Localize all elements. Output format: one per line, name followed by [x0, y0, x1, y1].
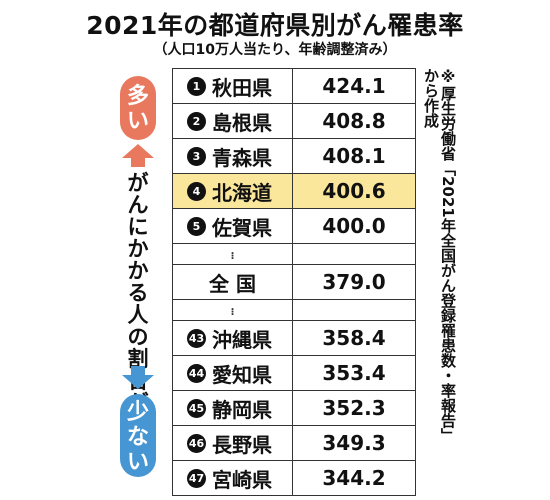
prefecture-cell: 43 沖縄県 — [173, 321, 293, 355]
axis-caption-char: の — [127, 325, 149, 349]
rate-value: 349.3 — [322, 431, 386, 455]
axis-caption-char: 人 — [127, 303, 149, 327]
table-row: 45 静岡県 352.3 — [173, 391, 415, 426]
gap-cell — [293, 244, 415, 264]
table-row: 3 青森県 408.1 — [173, 139, 415, 174]
ranking-table: 1 秋田県 424.1 2 島根県 408.8 3 青森県 408.1 4 北海… — [172, 68, 416, 496]
rate-value: 358.4 — [322, 326, 386, 350]
gap-cell — [293, 300, 415, 320]
prefecture-name: 島根県 — [212, 110, 272, 135]
rate-value: 379.0 — [322, 270, 386, 294]
axis-caption-char: 割 — [127, 347, 149, 371]
low-label-char: 少 — [126, 400, 149, 425]
table-row: 47 宮崎県 344.2 — [173, 461, 415, 496]
prefecture-name: 全 国 — [209, 271, 256, 296]
prefecture-name: 沖縄県 — [212, 327, 272, 352]
rank-badge: 5 — [187, 216, 206, 236]
rank-badge: 2 — [187, 111, 206, 131]
prefecture-name: 長野県 — [212, 432, 272, 457]
page-title: 2021年の都道府県別がん罹患率 — [86, 11, 464, 40]
rank-badge: 4 — [187, 181, 206, 201]
ellipsis-icon: ⁝ — [230, 306, 235, 318]
rate-value: 353.4 — [322, 361, 386, 385]
prefecture-name: 佐賀県 — [212, 215, 272, 240]
table-row: 46 長野県 349.3 — [173, 426, 415, 461]
high-label-char: 多 — [126, 84, 149, 109]
prefecture-name: 北海道 — [212, 180, 272, 205]
rank-badge: 1 — [187, 76, 206, 96]
prefecture-cell: 全 国 — [173, 265, 293, 299]
table-row: 2 島根県 408.8 — [173, 104, 415, 139]
rate-value: 408.1 — [322, 144, 386, 168]
prefecture-name: 宮崎県 — [212, 467, 272, 492]
rank-badge: 47 — [187, 468, 206, 488]
axis-caption-char: る — [127, 281, 149, 305]
prefecture-name: 青森県 — [212, 145, 272, 170]
low-label-char: な — [126, 425, 149, 450]
axis-caption-char: か — [127, 237, 149, 261]
rate-value: 408.8 — [322, 109, 386, 133]
prefecture-cell: 46 長野県 — [173, 426, 293, 460]
prefecture-name: 愛知県 — [212, 362, 272, 387]
arrow-down-stem — [131, 366, 145, 376]
rank-badge: 43 — [187, 328, 206, 348]
prefecture-cell: 1 秋田県 — [173, 69, 293, 103]
high-label-pill: 多 い — [120, 76, 156, 140]
prefecture-cell: 47 宮崎県 — [173, 461, 293, 495]
rate-value: 424.1 — [322, 74, 386, 98]
prefecture-name: 秋田県 — [212, 75, 272, 100]
table-gap-row: ⁝ — [173, 300, 415, 321]
rate-axis: 多 い が ん に か か る 人 の 割 合 が 少 な い — [118, 68, 158, 482]
rate-value: 344.2 — [322, 466, 386, 490]
axis-caption-char: が — [127, 171, 149, 195]
rank-badge: 45 — [187, 398, 206, 418]
prefecture-cell: 3 青森県 — [173, 139, 293, 173]
arrow-up-stem — [131, 157, 145, 167]
source-note-line: から作成 — [422, 68, 440, 128]
arrow-down-icon — [122, 375, 154, 389]
high-label-char: い — [126, 109, 149, 134]
table-row: 5 佐賀県 400.0 — [173, 209, 415, 244]
rank-badge: 44 — [187, 363, 206, 383]
page-subtitle: （人口10万人当たり、年齢調整済み） — [153, 42, 397, 58]
source-note: ※厚生労働省「2021年全国がん登録罹患数・率報告」 から作成 — [422, 68, 457, 482]
table-row: 44 愛知県 353.4 — [173, 356, 415, 391]
prefecture-cell: 45 静岡県 — [173, 391, 293, 425]
low-label-pill: 少 な い — [120, 394, 156, 477]
table-row-highlighted: 4 北海道 400.6 — [173, 174, 415, 209]
prefecture-cell: 5 佐賀県 — [173, 209, 293, 243]
table-row: 43 沖縄県 358.4 — [173, 321, 415, 356]
prefecture-cell: 44 愛知県 — [173, 356, 293, 390]
prefecture-cell: 2 島根県 — [173, 104, 293, 138]
ellipsis-icon: ⁝ — [230, 250, 235, 262]
rate-value: 400.0 — [322, 214, 386, 238]
rate-value: 400.6 — [322, 179, 386, 203]
table-row-national: 全 国 379.0 — [173, 265, 415, 300]
rate-value: 352.3 — [322, 396, 386, 420]
rank-badge: 3 — [187, 146, 206, 166]
source-note-line: ※厚生労働省「2021年全国がん登録罹患数・率報告」 — [439, 68, 457, 443]
arrow-up-icon — [122, 144, 154, 158]
axis-caption-char: ん — [127, 193, 149, 217]
prefecture-cell: 4 北海道 — [173, 174, 293, 208]
low-label-char: い — [126, 450, 149, 475]
axis-caption-char: に — [127, 215, 149, 239]
axis-caption-char: か — [127, 259, 149, 283]
prefecture-name: 静岡県 — [212, 397, 272, 422]
table-gap-row: ⁝ — [173, 244, 415, 265]
rank-badge: 46 — [187, 433, 206, 453]
gap-cell: ⁝ — [173, 300, 293, 320]
gap-cell: ⁝ — [173, 244, 293, 264]
table-row: 1 秋田県 424.1 — [173, 69, 415, 104]
